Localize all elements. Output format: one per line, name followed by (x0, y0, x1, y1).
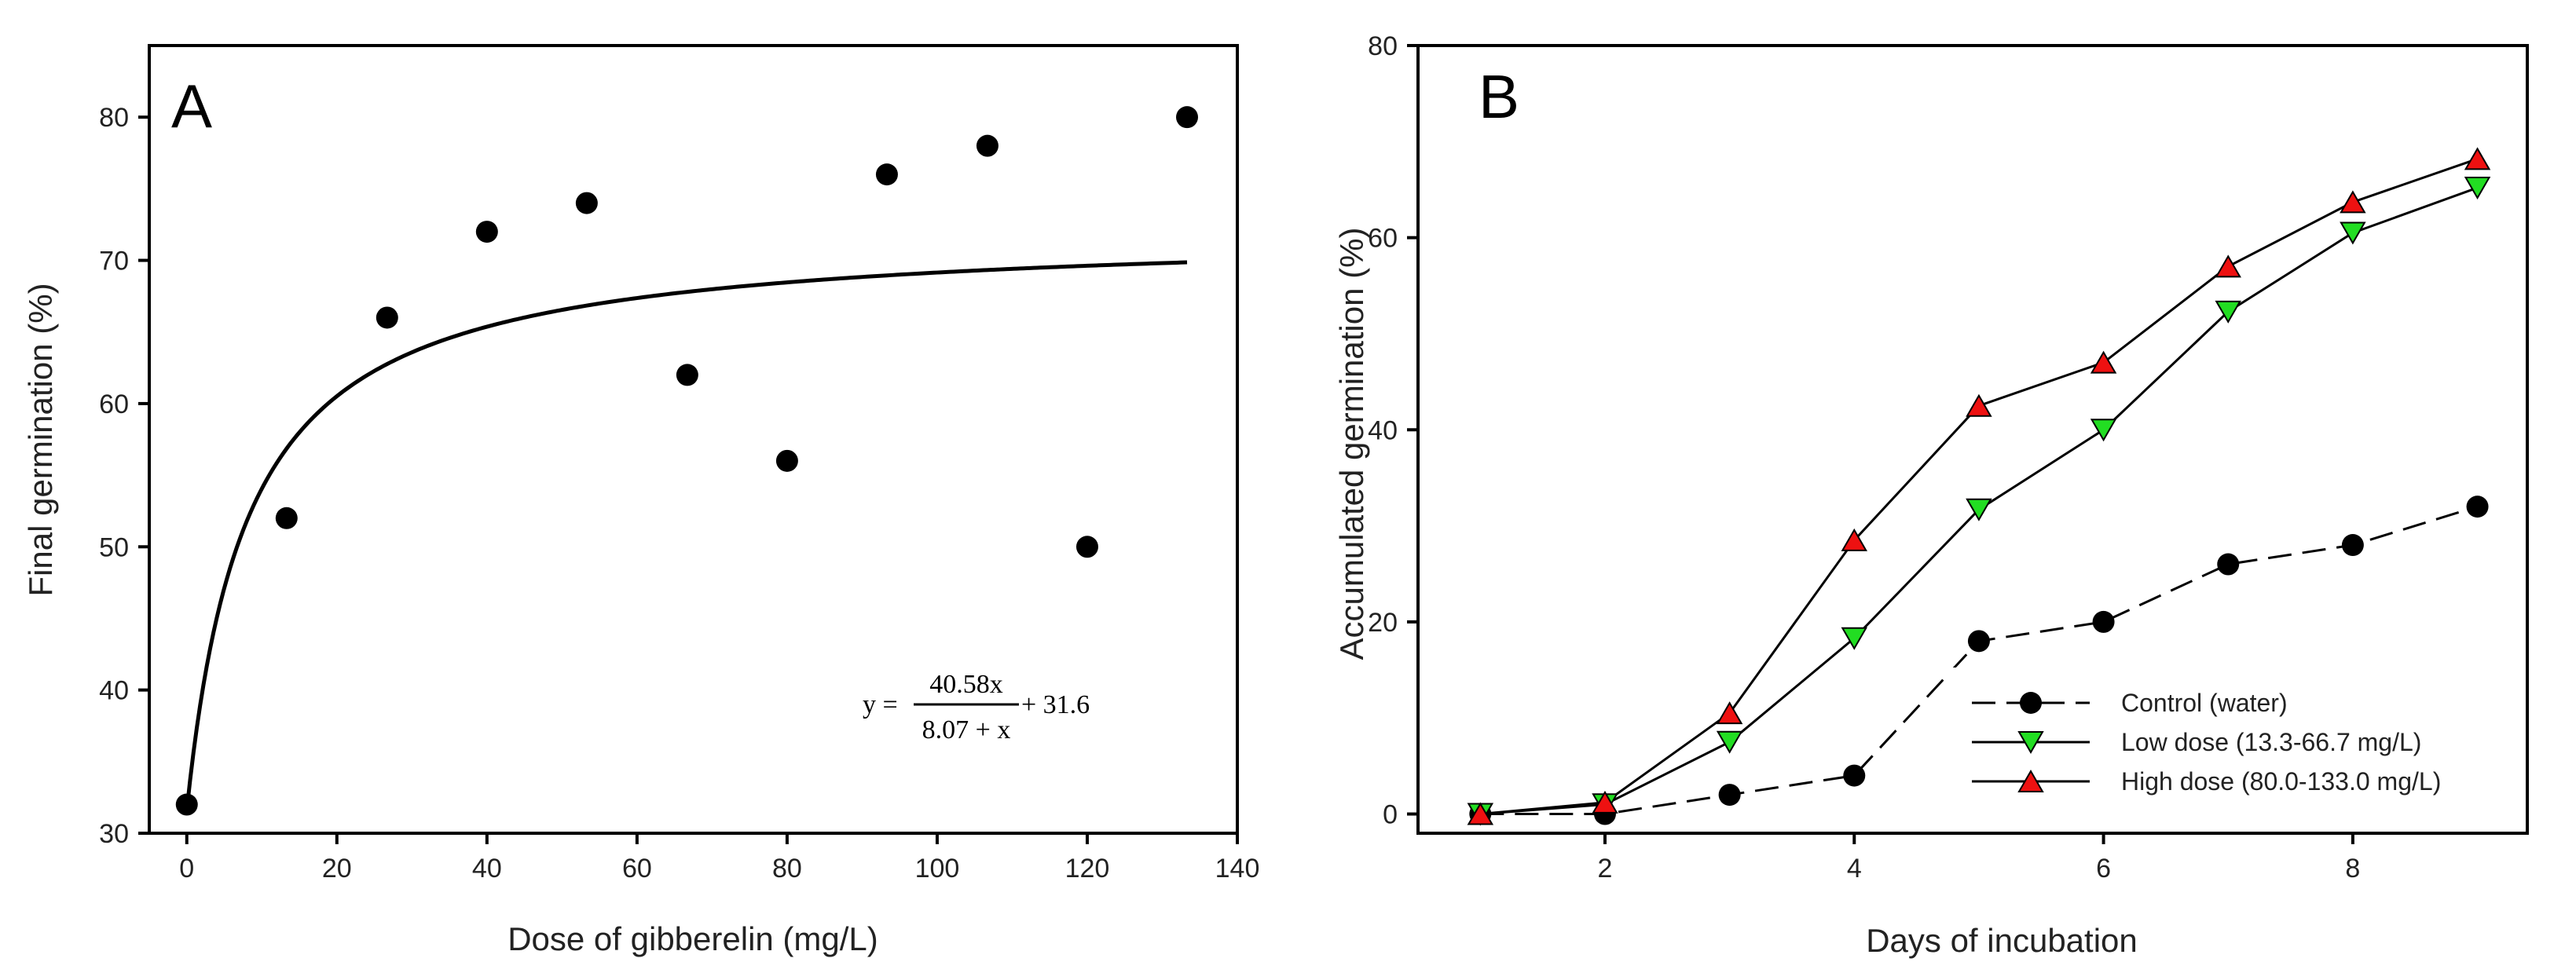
legend-label-high-dose: High dose (80.0-133.0 mg/L) (2121, 767, 2441, 796)
panel-b-marker (1843, 764, 1866, 787)
panel-b-marker (1967, 630, 1990, 653)
panel-a-letter: A (171, 71, 212, 141)
panel-b-legend: Control (water) Low dose (13.3-66.7 mg/L… (1948, 668, 2522, 809)
panel-a-data-point (676, 364, 698, 386)
panel-a-data-point (775, 449, 798, 472)
panel-b-marker (2090, 350, 2117, 374)
panel-b-x-tick-label: 2 (1598, 854, 1613, 883)
panel-a-x-tick-label: 140 (1215, 854, 1260, 883)
panel-b-plot-frame (1416, 44, 2529, 835)
equation-lhs: y = (863, 690, 898, 719)
panel-b-marker (2090, 419, 2117, 442)
panel-b-markers (1467, 147, 2491, 826)
panel-a-x-tick-label: 20 (322, 854, 352, 883)
panel-b-marker (2340, 190, 2366, 214)
panel-a-plot-frame (148, 44, 1239, 835)
legend-marker-control (2020, 692, 2042, 714)
panel-b-y-tick-label: 60 (1368, 224, 1398, 254)
panel-b-marker (1841, 528, 1868, 551)
panel-a-data-point (1176, 106, 1199, 129)
panel-b-x-axis-title: Days of incubation (1866, 922, 2138, 959)
equation-denominator: 8.07 + x (922, 715, 1011, 744)
panel-a-x-tick-label: 60 (622, 854, 652, 883)
legend-marker-low-dose (2017, 731, 2044, 755)
panel-a-data-point (275, 507, 298, 529)
panel-b: B 2 4 6 8 0 20 40 60 80 Days of incubation Accu… (1333, 31, 2529, 959)
panel-a-x-tick-label: 80 (772, 854, 802, 883)
panel-b-marker (2464, 147, 2491, 170)
panel-b-marker (1592, 790, 1618, 814)
panel-a-data-point (976, 134, 999, 157)
panel-b-y-tick-label: 0 (1383, 800, 1398, 830)
panel-b-x-ticks: 2 4 6 8 (1598, 833, 2360, 883)
legend-label-control: Control (water) (2121, 689, 2288, 717)
panel-b-marker (2341, 534, 2364, 557)
panel-b-marker (1716, 701, 1743, 725)
panel-a-y-tick-label: 70 (99, 247, 129, 276)
panel-a-data-point (175, 793, 198, 816)
panel-b-marker (2466, 496, 2489, 518)
panel-b-x-tick-label: 4 (1847, 854, 1862, 883)
panel-a-x-tick-label: 120 (1065, 854, 1110, 883)
legend-item-high-dose: High dose (80.0-133.0 mg/L) (1972, 767, 2441, 796)
panel-b-marker (2464, 177, 2491, 200)
equation-numerator: 40.58x (929, 670, 1003, 699)
panel-b-marker (1467, 802, 1494, 825)
panel-b-y-tick-label: 20 (1368, 608, 1398, 638)
panel-b-marker (2215, 300, 2241, 324)
legend-background (1948, 668, 2522, 809)
panel-a-y-tick-label: 40 (99, 676, 129, 706)
panel-a-y-ticks: 30 40 50 60 70 80 (99, 103, 149, 849)
panel-a-x-tick-label: 40 (472, 854, 502, 883)
panel-a-y-tick-label: 50 (99, 532, 129, 562)
panel-a: A 0 20 40 60 80 100 120 140 30 40 50 60 70 80 Dose o… (22, 44, 1259, 957)
panel-b-marker (1718, 784, 1741, 807)
panel-a-y-axis-title: Final germination (%) (22, 283, 59, 596)
legend-label-low-dose: Low dose (13.3-66.7 mg/L) (2121, 728, 2421, 756)
panel-a-points (175, 106, 1199, 816)
panel-b-marker (2215, 254, 2241, 278)
panel-a-data-point (1075, 536, 1098, 558)
panel-b-marker (1966, 393, 1992, 417)
legend-item-control: Control (water) (1972, 689, 2288, 717)
panel-a-data-point (875, 163, 898, 186)
panel-b-marker (1716, 730, 1743, 754)
panel-b-y-axis-title: Accumulated germination (%) (1333, 228, 1370, 660)
panel-b-letter: B (1479, 62, 1519, 131)
panel-a-data-point (475, 221, 498, 243)
panel-b-marker (2217, 553, 2240, 576)
panel-a-x-tick-label: 0 (179, 854, 194, 883)
panel-a-y-tick-label: 80 (99, 103, 129, 133)
panel-a-x-axis-title: Dose of gibberelin (mg/L) (508, 920, 878, 957)
panel-b-x-tick-label: 8 (2345, 854, 2360, 883)
panel-a-x-tick-label: 100 (915, 854, 960, 883)
panel-a-equation: y = 40.58x 8.07 + x + 31.6 (863, 670, 1090, 744)
legend-marker-high-dose (2017, 769, 2044, 792)
panel-a-data-point (575, 192, 598, 214)
panel-b-y-ticks: 0 20 40 60 80 (1368, 31, 1418, 830)
panel-b-marker (2092, 610, 2115, 633)
panel-b-y-tick-label: 80 (1368, 31, 1398, 61)
equation-rhs: + 31.6 (1021, 690, 1090, 719)
panel-b-x-tick-label: 6 (2096, 854, 2111, 883)
panel-a-y-tick-label: 30 (99, 819, 129, 849)
panel-a-data-point (376, 306, 398, 329)
panel-b-marker (2340, 221, 2366, 245)
panel-a-y-tick-label: 60 (99, 390, 129, 419)
panel-b-marker (1966, 498, 1992, 521)
panel-b-y-tick-label: 40 (1368, 415, 1398, 445)
panel-a-x-ticks: 0 20 40 60 80 100 120 140 (179, 833, 1259, 883)
panel-a-fit-curve (185, 260, 1188, 811)
legend-item-low-dose: Low dose (13.3-66.7 mg/L) (1972, 728, 2421, 756)
panel-b-marker (1841, 627, 1868, 650)
